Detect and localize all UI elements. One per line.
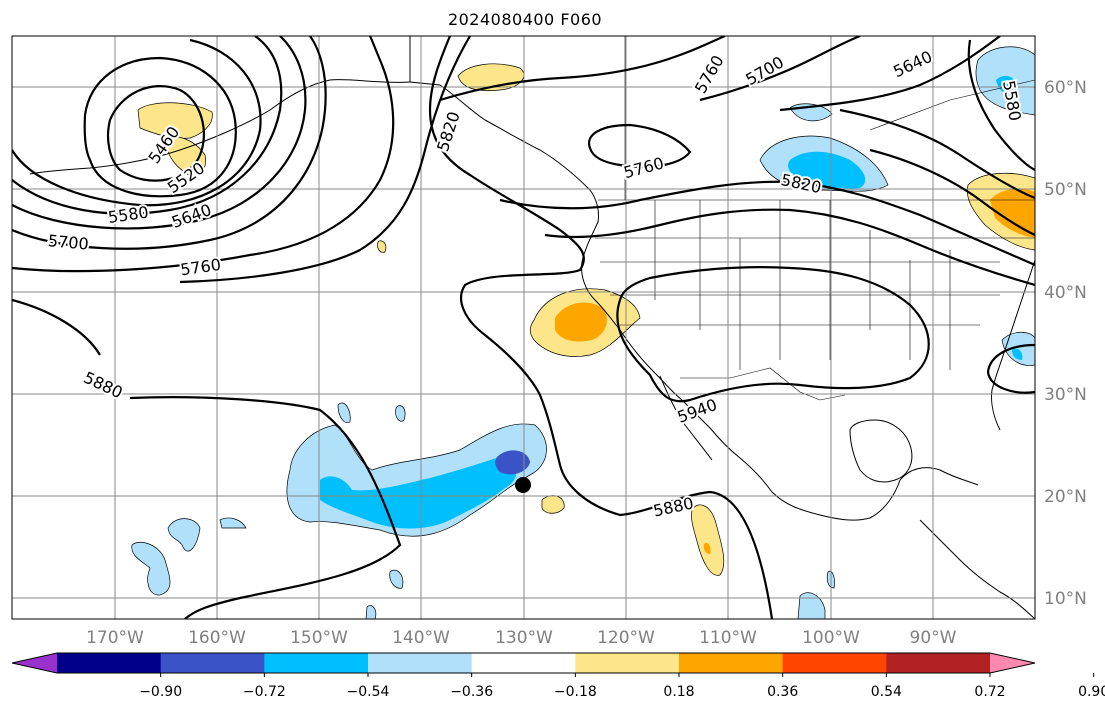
colorbar-outline: [11, 652, 1036, 674]
negative-anomaly-hudson-core: [996, 75, 1018, 95]
lat-label-50n: 50°N: [1044, 180, 1087, 200]
contour-5940: [616, 266, 930, 403]
lon-label-140w: 140°W: [392, 628, 450, 648]
contour-label-5700-west: 5700: [47, 231, 89, 253]
colorbar-segment: [368, 653, 473, 673]
contour-5760-west: [12, 36, 395, 273]
positive-anomaly-small-pacific: [377, 240, 387, 253]
lat-label-10n: 10°N: [1044, 589, 1087, 609]
map-title: 2024080400 F060: [447, 10, 603, 29]
colorbar-segment: [57, 653, 162, 673]
location-marker: [515, 477, 531, 493]
contour-5580-east: [967, 39, 1035, 171]
contour-5820-canada: [499, 180, 1035, 267]
negative-anomaly-small-2: [131, 541, 171, 596]
lon-label-150w: 150°W: [290, 628, 348, 648]
negative-anomaly-east-coast-core: [1012, 348, 1023, 360]
negative-anomaly-small-7: [365, 605, 377, 619]
colorbar-extend-high: [990, 653, 1035, 673]
negative-anomaly-small-4: [337, 402, 351, 424]
negative-anomaly-small-6: [389, 569, 404, 589]
height-contours: [12, 36, 1035, 619]
colorbar-segment: [575, 653, 680, 673]
colorbar-tick-label: −0.90: [139, 684, 182, 700]
contour-5760-north: [439, 36, 726, 102]
negative-anomaly-small-1: [167, 518, 201, 552]
contour-5880-west: [12, 298, 101, 356]
graticule: [12, 36, 1035, 619]
colorbar-tick-label: −0.72: [243, 684, 286, 700]
coastlines: [29, 36, 1035, 619]
colorbar-segment: [160, 653, 265, 673]
colorbar-segment: [886, 653, 991, 673]
contour-5880-west-2: [129, 396, 402, 619]
contour-low-inner: [106, 85, 205, 182]
positive-anomaly-baja: [691, 504, 725, 576]
lon-label-100w: 100°W: [802, 628, 860, 648]
lat-label-30n: 30°N: [1044, 385, 1087, 405]
negative-anomaly-small-8: [797, 592, 826, 619]
lon-label-170w: 170°W: [86, 628, 144, 648]
colorbar-tick-label: 0.18: [663, 684, 694, 700]
map-frame: [11, 35, 1036, 620]
lon-label-110w: 110°W: [699, 628, 757, 648]
map-panel: 5460 5520 5580 5640 5700 5760 5820 5880 …: [12, 36, 1035, 619]
contour-5940-east: [986, 343, 1035, 394]
contour-east-2: [869, 148, 1035, 236]
lat-label-20n: 20°N: [1044, 487, 1087, 507]
anomaly-shading: [131, 46, 1035, 619]
negative-anomaly-small-5: [395, 405, 406, 422]
positive-anomaly-great-lakes-core: [990, 188, 1035, 238]
lat-label-60n: 60°N: [1044, 78, 1087, 98]
colorbar-tick-label: 0.72: [974, 684, 1005, 700]
colorbar-tick-label: 0.54: [871, 684, 902, 700]
colorbar-tick-label: 0.36: [767, 684, 798, 700]
contour-5700-west: [12, 36, 327, 250]
contour-5820: [179, 36, 471, 284]
contour-5880-main: [428, 36, 774, 619]
positive-anomaly-alaska-1: [137, 102, 213, 139]
colorbar-segment: [679, 653, 784, 673]
negative-anomaly-pacific-core: [320, 455, 517, 529]
contour-5460: [83, 56, 237, 198]
contour-5520: [12, 38, 262, 207]
contour-5700-north: [699, 36, 861, 102]
latitude-labels: 60°N 50°N 40°N 30°N 20°N 10°N: [1044, 78, 1087, 609]
positive-anomaly-california-core: [555, 302, 607, 342]
colorbar-tick-label: 0.90: [1078, 684, 1105, 700]
colorbar-tick-label: −0.36: [450, 684, 493, 700]
contour-5640-north: [779, 36, 1001, 112]
colorbar-extend-low: [12, 653, 57, 673]
contour-5760-canada: [587, 123, 692, 168]
colorbar-segment: [264, 653, 369, 673]
colorbar-tick-label: −0.18: [554, 684, 597, 700]
negative-anomaly-east-coast: [1001, 331, 1035, 366]
negative-anomaly-small-3: [219, 517, 247, 529]
lon-label-90w: 90°W: [910, 628, 957, 648]
contour-5580-west: [12, 36, 283, 215]
lon-label-160w: 160°W: [188, 628, 246, 648]
colorbar-segment: [471, 653, 576, 673]
positive-anomaly-small-pacific-2: [541, 495, 565, 514]
contour-5880-canada: [544, 208, 1035, 287]
negative-anomaly-pacific-peak: [495, 450, 530, 475]
colorbar-segment: [782, 653, 887, 673]
positive-anomaly-baja-core: [703, 542, 711, 554]
contour-5640-west: [12, 36, 307, 230]
longitude-labels: 170°W 160°W 150°W 140°W 130°W 120°W 110°…: [86, 628, 957, 648]
colorbar-tick-label: −0.54: [347, 684, 390, 700]
contour-east-1: [839, 108, 1035, 200]
lat-label-40n: 40°N: [1044, 283, 1087, 303]
positive-anomaly-alaska-2: [164, 136, 206, 177]
lon-label-120w: 120°W: [597, 628, 655, 648]
negative-anomaly-canada-core: [788, 151, 866, 189]
lon-label-130w: 130°W: [495, 628, 553, 648]
colorbar: −0.90 −0.72 −0.54 −0.36 −0.18 0.18 0.36 0.54 0.7…: [11, 652, 1105, 700]
